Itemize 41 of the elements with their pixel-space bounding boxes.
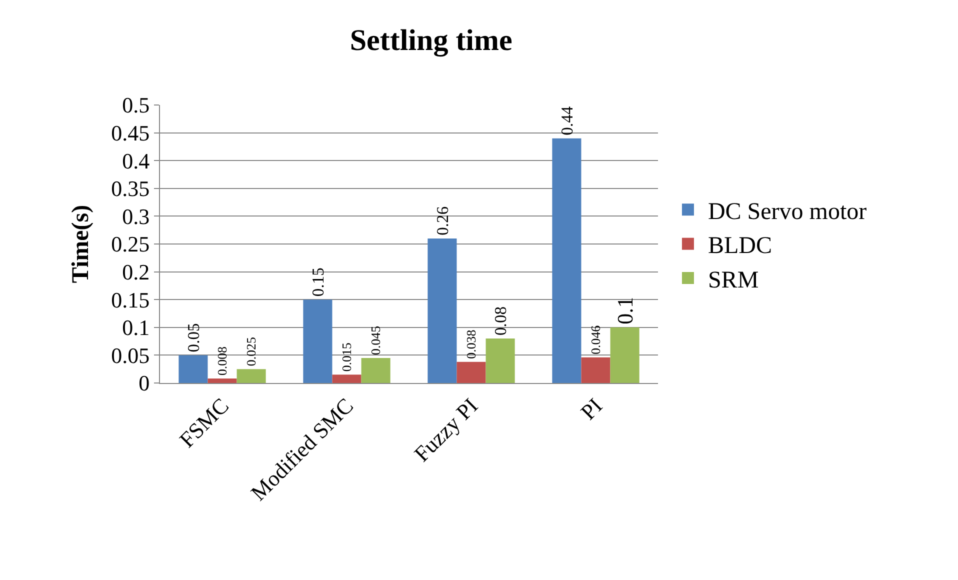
y-tick-label: 0.4 — [122, 148, 150, 174]
data-label: 0.08 — [490, 306, 510, 336]
bar — [361, 358, 390, 383]
bar — [428, 238, 457, 383]
bar — [303, 300, 332, 383]
data-label: 0.025 — [244, 337, 259, 366]
bar — [236, 369, 266, 383]
y-tick-label: 0.25 — [111, 232, 150, 257]
y-tick-label: 0.15 — [111, 287, 150, 312]
bar — [208, 378, 237, 383]
data-label: 0.045 — [368, 326, 384, 355]
bar — [486, 338, 515, 383]
y-axis-title: Time(s) — [68, 204, 94, 284]
y-tick-label: 0.5 — [122, 92, 150, 118]
data-label: 0.008 — [214, 346, 230, 376]
legend-label: SRM — [708, 267, 759, 294]
legend-label: BLDC — [708, 233, 772, 260]
data-label: 0.046 — [588, 324, 604, 354]
bar — [581, 357, 610, 383]
data-label: 0.05 — [184, 323, 203, 352]
chart-title: Settling time — [350, 24, 512, 57]
bar — [332, 374, 362, 383]
data-label: 0.15 — [308, 268, 328, 297]
y-tick-label: 0.2 — [122, 260, 150, 284]
x-tick-label: PI — [576, 393, 608, 425]
y-tick-label: 0.3 — [122, 204, 150, 229]
y-tick-label: 0.05 — [111, 342, 150, 368]
legend-label: DC Servo motor — [708, 198, 867, 225]
data-label: 0.1 — [612, 296, 638, 324]
bar — [456, 362, 486, 383]
y-tick-label: 0.45 — [111, 120, 150, 146]
bar — [552, 138, 582, 383]
bar — [178, 355, 208, 383]
data-label: 0.26 — [432, 206, 452, 236]
y-tick-label: 0.35 — [111, 176, 150, 202]
bar — [610, 327, 640, 383]
y-tick-label: 0.1 — [122, 315, 150, 340]
data-label: 0.44 — [557, 106, 576, 136]
y-tick-label: 0 — [138, 370, 150, 396]
data-label: 0.015 — [339, 342, 354, 372]
data-label: 0.038 — [464, 330, 479, 359]
